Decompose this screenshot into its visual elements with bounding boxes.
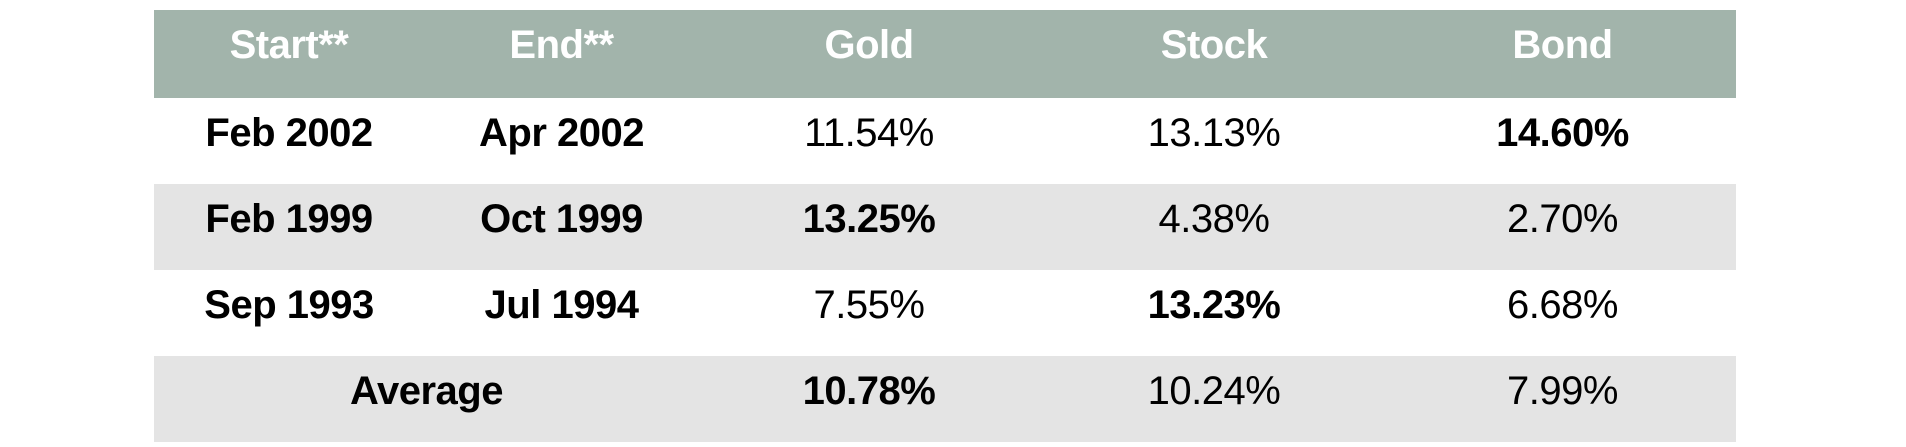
cell-bond-average: 7.99%: [1389, 356, 1736, 442]
header-cell-gold: Gold: [699, 10, 1039, 98]
cell-stock-return: 13.23%: [1039, 270, 1389, 356]
cell-average-label: Average: [154, 356, 699, 442]
cell-end-date: Apr 2002: [424, 98, 699, 184]
table-row-average: Average 10.78% 10.24% 7.99%: [154, 356, 1736, 442]
cell-start-date: Sep 1993: [154, 270, 424, 356]
cell-stock-return: 13.13%: [1039, 98, 1389, 184]
header-cell-end: End**: [424, 10, 699, 98]
cell-start-date: Feb 2002: [154, 98, 424, 184]
table-row-sep1993: Sep 1993 Jul 1994 7.55% 13.23% 6.68%: [154, 270, 1736, 356]
cell-gold-return: 7.55%: [699, 270, 1039, 356]
cell-bond-return: 14.60%: [1389, 98, 1736, 184]
header-row: Start** End** Gold Stock Bond: [154, 10, 1736, 98]
cell-gold-return: 13.25%: [699, 184, 1039, 270]
cell-start-date: Feb 1999: [154, 184, 424, 270]
cell-gold-average: 10.78%: [699, 356, 1039, 442]
cell-end-date: Oct 1999: [424, 184, 699, 270]
returns-table: Start** End** Gold Stock Bond Feb 2002 A…: [154, 10, 1736, 442]
cell-stock-return: 4.38%: [1039, 184, 1389, 270]
cell-end-date: Jul 1994: [424, 270, 699, 356]
table-row-feb1999: Feb 1999 Oct 1999 13.25% 4.38% 2.70%: [154, 184, 1736, 270]
cell-bond-return: 2.70%: [1389, 184, 1736, 270]
cell-bond-return: 6.68%: [1389, 270, 1736, 356]
cell-stock-average: 10.24%: [1039, 356, 1389, 442]
header-cell-start: Start**: [154, 10, 424, 98]
table-row-feb2002: Feb 2002 Apr 2002 11.54% 13.13% 14.60%: [154, 98, 1736, 184]
header-cell-stock: Stock: [1039, 10, 1389, 98]
cell-gold-return: 11.54%: [699, 98, 1039, 184]
header-cell-bond: Bond: [1389, 10, 1736, 98]
